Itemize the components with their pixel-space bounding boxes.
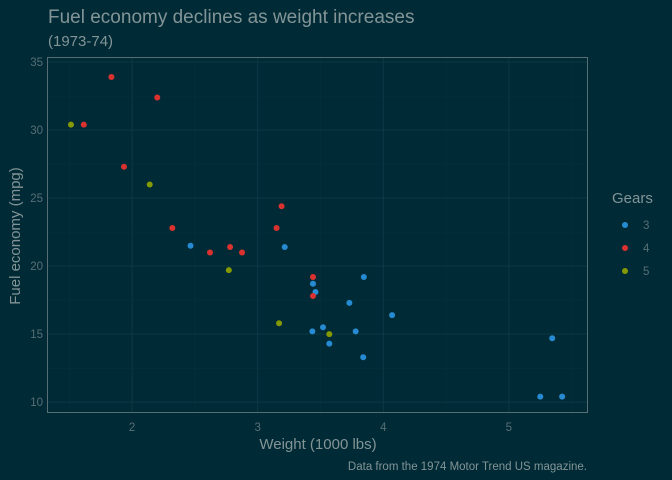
y-tick-label: 15: [30, 329, 43, 341]
data-point-gear-3: [360, 273, 367, 280]
data-point-gear-5: [276, 320, 283, 327]
data-point-gear-5: [146, 181, 153, 188]
y-axis-title: Fuel economy (mpg): [7, 167, 24, 305]
chart-title: Fuel economy declines as weight increase…: [48, 7, 414, 28]
y-tick-label: 30: [30, 125, 43, 137]
data-point-gear-5: [67, 121, 74, 128]
data-point-gear-3: [352, 328, 359, 335]
data-point-gear-3: [549, 335, 556, 342]
data-point-gear-4: [207, 249, 213, 256]
x-tick-label: 5: [506, 422, 512, 434]
data-point-gear-3: [326, 340, 333, 347]
data-points: [67, 74, 566, 400]
panel-border: [47, 57, 588, 413]
data-point-gear-3: [309, 280, 316, 287]
data-point-gear-3: [537, 393, 544, 400]
y-tick-label: 10: [30, 397, 43, 409]
data-point-gear-4: [120, 163, 127, 170]
legend: Gears 3 4 5: [612, 190, 653, 278]
data-point-gear-4: [227, 244, 234, 251]
data-point-gear-4: [169, 225, 176, 232]
data-point-gear-3: [559, 393, 566, 400]
data-point-gear-4: [108, 74, 115, 81]
data-point-gear-5: [225, 267, 232, 274]
data-point-gear-3: [187, 242, 194, 249]
y-tick-label: 35: [30, 57, 43, 69]
data-point-gear-4: [309, 273, 316, 280]
data-point-gear-4: [154, 94, 161, 101]
chart-caption: Data from the 1974 Motor Trend US magazi…: [348, 461, 587, 473]
data-point-gear-5: [326, 331, 333, 338]
data-point-gear-3: [281, 244, 288, 251]
data-point-gear-3: [389, 312, 396, 319]
legend-key-gear-3: [622, 222, 628, 228]
legend-key-gear-4: [622, 245, 628, 251]
data-point-gear-3: [346, 299, 353, 306]
grid: [48, 58, 588, 413]
data-point-gear-3: [360, 354, 367, 361]
y-tick-label: 25: [30, 193, 43, 205]
legend-title: Gears: [612, 190, 653, 207]
x-tick-label: 2: [129, 422, 135, 434]
data-point-gear-3: [309, 328, 316, 335]
chart-subtitle: (1973-74): [48, 33, 113, 50]
data-point-gear-4: [278, 203, 285, 210]
y-tick-label: 20: [30, 261, 43, 273]
data-point-gear-3: [320, 324, 327, 331]
data-point-gear-4: [273, 225, 280, 232]
legend-label-gear-5: 5: [643, 266, 649, 278]
x-tick-label: 3: [255, 422, 261, 434]
data-point-gear-4: [80, 121, 87, 128]
data-point-gear-4: [309, 293, 316, 300]
legend-key-gear-5: [622, 268, 628, 274]
x-axis-title: Weight (1000 lbs): [259, 436, 376, 453]
axis-ticks: 2 3 4 5 10 15 20 25 30 35: [30, 57, 512, 434]
legend-label-gear-4: 4: [643, 243, 650, 255]
legend-label-gear-3: 3: [643, 220, 649, 232]
x-tick-label: 4: [380, 422, 387, 434]
data-point-gear-4: [239, 249, 246, 256]
